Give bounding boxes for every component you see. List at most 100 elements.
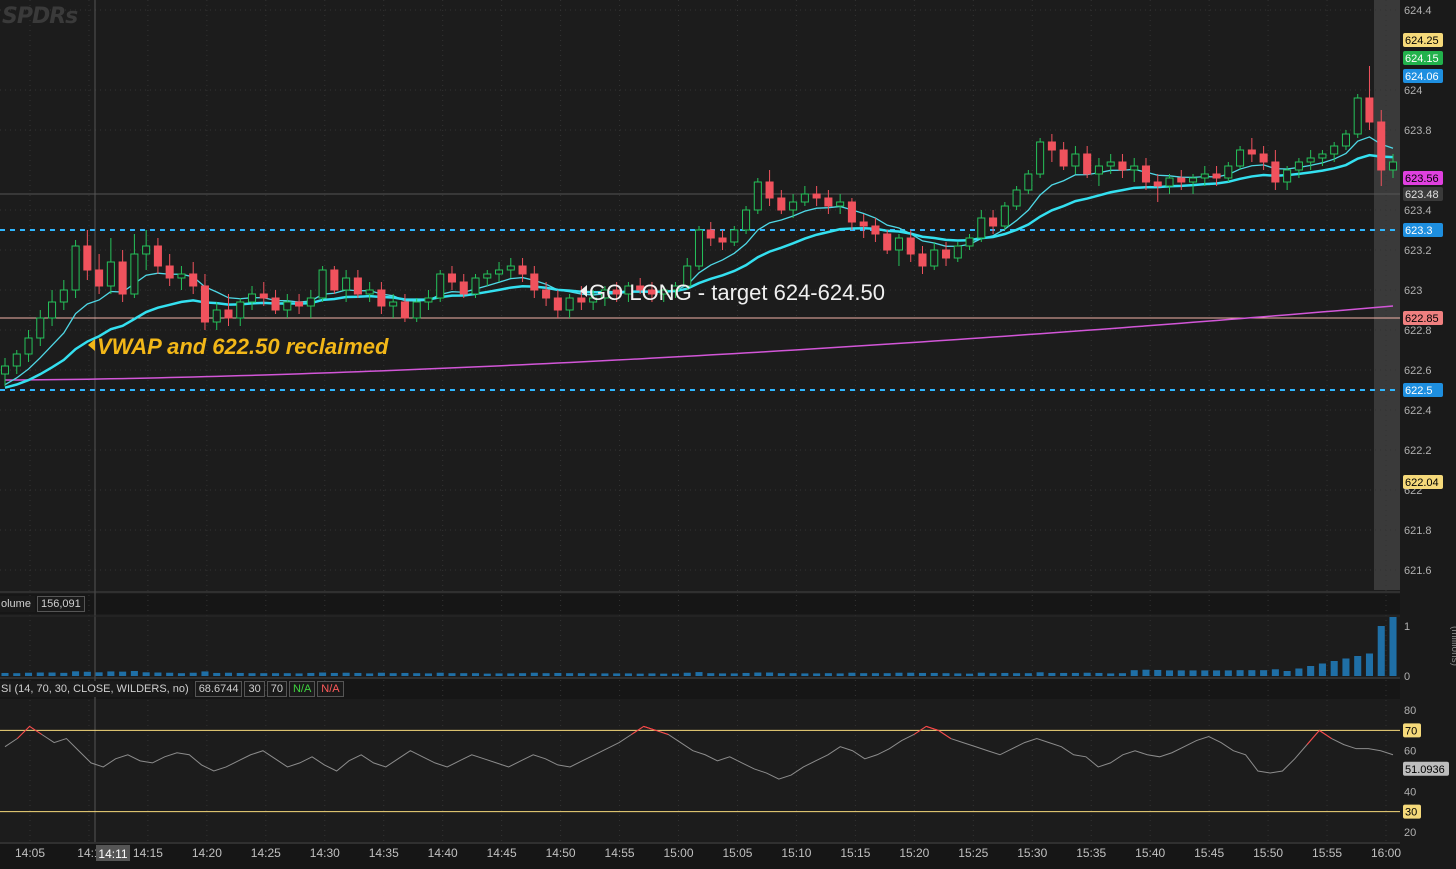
time-tick-label: 14:15 — [133, 846, 163, 860]
candle-body — [553, 297, 562, 311]
volume-bar — [671, 673, 680, 676]
volume-unit-label: (millions) — [1449, 626, 1456, 666]
volume-bar — [1118, 673, 1126, 676]
volume-bar — [836, 673, 844, 676]
candle — [1153, 174, 1162, 202]
volume-bar — [236, 672, 244, 676]
time-tick-label: 15:55 — [1312, 846, 1342, 860]
price-badge-label: 623.48 — [1405, 189, 1439, 201]
volume-bar — [589, 673, 597, 676]
volume-bar — [601, 673, 609, 676]
cursor-time-box — [96, 845, 130, 861]
time-tick-label: 14:30 — [310, 846, 340, 860]
volume-bar — [436, 672, 444, 676]
volume-bar — [1377, 626, 1385, 676]
volume-bar — [907, 672, 915, 676]
price-tick-label: 621.8 — [1404, 525, 1432, 537]
volume-bar — [272, 673, 280, 676]
rsi-header-bg — [0, 679, 1400, 699]
rsi-overbought-segment — [16, 725, 43, 739]
volume-bar — [824, 673, 832, 676]
volume-bar — [142, 672, 150, 676]
rsi-label[interactable]: SI (14, 70, 30, CLOSE, WILDERS, no) — [0, 681, 193, 697]
candle — [1318, 150, 1327, 166]
rsi-badge-label: 30 — [1405, 807, 1417, 819]
candle-body — [1247, 149, 1256, 155]
candle — [1247, 138, 1256, 162]
volume-bar — [1365, 653, 1374, 676]
candle — [530, 266, 539, 298]
volume-bar — [554, 672, 562, 676]
time-tick-label: 14:50 — [546, 846, 576, 860]
volume-bar — [1001, 672, 1009, 676]
candle-body — [647, 289, 656, 295]
arrow-left-icon — [88, 339, 95, 351]
rsi-tick-label: 40 — [1404, 786, 1416, 798]
volume-bar — [460, 673, 468, 676]
volume-value: 156,091 — [36, 596, 85, 612]
candle-body — [1236, 149, 1245, 167]
candle — [0, 358, 10, 386]
annotation-go-long: GO LONG - target 624-624.50 — [580, 280, 885, 306]
candle — [48, 290, 57, 326]
volume-bar — [119, 671, 127, 676]
candle-body — [353, 277, 362, 295]
candle — [553, 290, 562, 318]
candle — [859, 214, 868, 238]
volume-label[interactable]: olume — [0, 596, 35, 612]
volume-bar — [813, 673, 821, 676]
time-tick-label: 15:10 — [781, 846, 811, 860]
candle — [1165, 174, 1174, 194]
time-tick-label: 14:35 — [369, 846, 399, 860]
volume-bar — [989, 673, 997, 676]
rsi-overbought-segment — [926, 725, 952, 739]
candle — [353, 270, 362, 298]
volume-bar — [1, 672, 9, 676]
candle-body — [989, 217, 998, 227]
candle-body — [1388, 161, 1398, 171]
candle — [1341, 130, 1350, 150]
candle — [718, 230, 727, 250]
volume-bar — [342, 672, 350, 676]
candle-body — [59, 289, 68, 303]
volume-bar — [1154, 669, 1162, 676]
volume-bar — [1330, 661, 1338, 676]
candle-body — [636, 285, 645, 291]
volume-bar — [389, 673, 397, 676]
ema-fast-line — [4, 136, 1394, 386]
vwap-line — [4, 305, 1394, 381]
time-tick-label: 15:40 — [1135, 846, 1165, 860]
candle-body — [765, 181, 774, 199]
price-badge — [1403, 475, 1443, 489]
time-tick-label: 14:20 — [192, 846, 222, 860]
candle — [542, 282, 551, 306]
candle-body — [1259, 153, 1268, 163]
candle-body — [612, 289, 621, 295]
candle-body — [977, 217, 986, 239]
candle-body — [400, 301, 409, 319]
volume-bar — [260, 673, 268, 676]
time-tick-label: 15:45 — [1194, 846, 1224, 860]
candle — [130, 234, 139, 298]
candle-body — [812, 193, 821, 199]
time-tick-label: 15:50 — [1253, 846, 1283, 860]
candle — [1200, 166, 1209, 186]
volume-bar — [742, 672, 750, 676]
candle — [200, 274, 209, 330]
rsi-flag-2: N/A — [317, 681, 344, 697]
candle — [153, 238, 162, 274]
volume-bar — [883, 673, 891, 676]
candle — [1071, 146, 1080, 174]
candle-body — [718, 237, 727, 243]
candle — [506, 258, 515, 278]
price-badge — [1403, 383, 1443, 397]
candle — [624, 282, 633, 302]
volume-bar — [1107, 673, 1115, 676]
candle-body — [542, 289, 551, 299]
volume-bar — [801, 673, 809, 676]
volume-bar — [695, 672, 703, 676]
candle-body — [1189, 177, 1198, 183]
candle-body — [1341, 133, 1350, 147]
volume-bar — [424, 673, 432, 676]
